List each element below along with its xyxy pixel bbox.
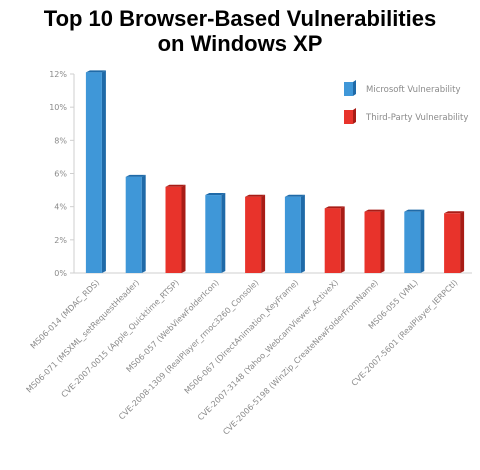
- bar-side: [261, 194, 266, 273]
- chart-title-line-1: Top 10 Browser-Based Vulnerabilities: [43, 6, 437, 31]
- chart-legend: Microsoft Vulnerability Third-Party Vulne…: [344, 80, 468, 124]
- bar-front: [125, 176, 142, 273]
- legend-swatch-side: [353, 80, 356, 96]
- bar-side: [380, 209, 385, 273]
- bar-top: [205, 193, 226, 196]
- bar-side: [141, 174, 146, 273]
- bar-front: [245, 196, 262, 273]
- bar-front: [284, 196, 301, 273]
- bar-9: [404, 209, 425, 273]
- y-tick-label: 0%: [54, 269, 67, 278]
- bar-front: [165, 186, 182, 273]
- bar-2: [125, 174, 146, 273]
- y-tick-label: 8%: [54, 136, 67, 145]
- bar-side: [181, 184, 186, 273]
- bar-top: [324, 206, 345, 209]
- bar-side: [221, 193, 226, 273]
- bar-front: [444, 213, 461, 273]
- chart-title: Top 10 Browser-Based Vulnerabilities on …: [0, 6, 480, 56]
- bar-front: [85, 72, 102, 273]
- bar-front: [205, 195, 222, 273]
- bar-6: [284, 194, 305, 273]
- bar-top: [165, 184, 186, 187]
- bar-top: [404, 209, 425, 212]
- bar-top: [245, 194, 266, 197]
- x-category-label: CVE-2007-3148 (Yahoo_WebcamViewer_Active…: [196, 278, 340, 422]
- category-labels: MS06-014 (MDAC_RDS)MS06-071 (MSXML_setRe…: [25, 278, 460, 437]
- bar-4: [205, 193, 226, 273]
- y-tick-label: 6%: [54, 170, 67, 179]
- chart-title-line-2: on Windows XP: [157, 31, 323, 56]
- legend-label: Third-Party Vulnerability: [365, 113, 468, 123]
- bar-5: [245, 194, 266, 273]
- y-tick-label: 2%: [54, 236, 67, 245]
- legend-item-microsoft: Microsoft Vulnerability: [344, 80, 461, 96]
- legend-label: Microsoft Vulnerability: [366, 85, 461, 95]
- bar-top: [85, 70, 106, 73]
- bar-side: [460, 211, 465, 273]
- bar-front: [324, 208, 341, 273]
- bar-side: [340, 206, 345, 273]
- y-tick-label: 12%: [49, 70, 67, 79]
- bar-side: [300, 194, 305, 273]
- bar-top: [284, 194, 305, 197]
- x-category-label: CVE-2006-5198 (WinZip_CreateNewFolderFro…: [221, 278, 380, 437]
- bar-1: [85, 70, 106, 273]
- bar-7: [324, 206, 345, 273]
- bar-3: [165, 184, 186, 273]
- x-category-label: CVE-2008-1309 (RealPlayer_rmoc3260_Conso…: [117, 278, 260, 421]
- x-category-label: MS06-014 (MDAC_RDS): [29, 278, 102, 351]
- y-tick-label: 10%: [49, 103, 67, 112]
- bar-top: [444, 211, 465, 214]
- bar-side: [420, 209, 425, 273]
- chart-bars: [85, 70, 465, 273]
- bar-8: [364, 209, 385, 273]
- legend-swatch: [344, 110, 353, 124]
- legend-item-third: Third-Party Vulnerability: [344, 108, 468, 124]
- bar-top: [364, 209, 385, 212]
- legend-swatch-side: [353, 108, 356, 124]
- bar-top: [125, 174, 146, 177]
- bar-front: [404, 211, 421, 273]
- y-tick-label: 4%: [54, 203, 67, 212]
- bar-side: [101, 70, 106, 273]
- bar-front: [364, 211, 381, 273]
- bar-10: [444, 211, 465, 273]
- legend-swatch: [344, 82, 353, 96]
